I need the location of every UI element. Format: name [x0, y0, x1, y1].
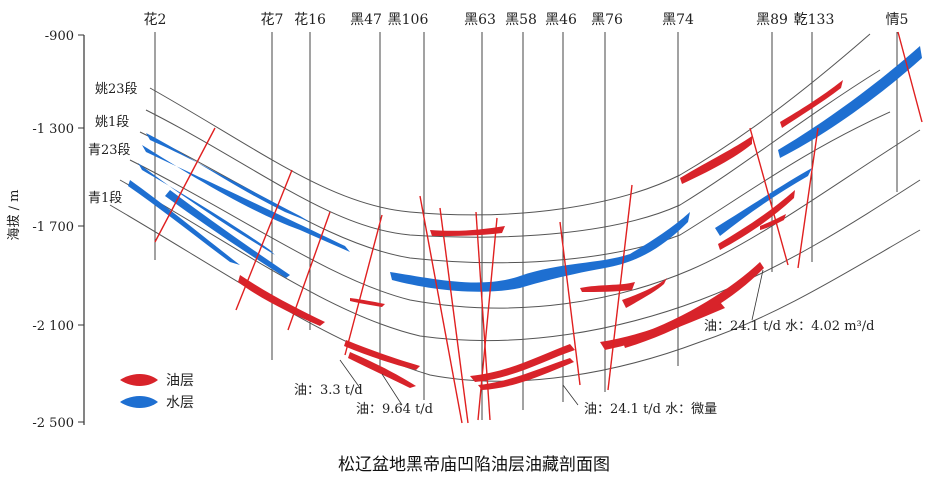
fault-line: [439, 207, 469, 424]
annotations: 油：3.3 t/d 油：9.64 t/d 油：24.1 t/d 水：微量 油：2…: [294, 319, 874, 417]
stratum-line: [129, 129, 921, 309]
well-label: 黑106: [388, 12, 429, 28]
fault-line: [607, 184, 633, 391]
oil-layer: [348, 352, 416, 388]
fault-line: [154, 127, 216, 243]
fault-line: [559, 221, 581, 386]
oil-layer: [780, 80, 843, 128]
well-label: 情5: [886, 12, 909, 28]
legend-oil-swatch: [120, 374, 158, 386]
fault-line: [419, 195, 463, 424]
fault-line: [475, 211, 491, 421]
well-label: 花2: [144, 12, 167, 28]
y-tick-label: -1 300: [32, 122, 74, 137]
well-labels: 花2 花7 花16 黑47 黑106 黑63 黑58 黑46 黑76 黑74 黑…: [144, 12, 909, 28]
fault-line: [235, 169, 293, 311]
annotation-leaders: [339, 269, 764, 406]
oil-layer: [680, 136, 752, 184]
legend-water-swatch: [120, 396, 158, 408]
annotation-text: 油：3.3 t/d: [294, 383, 363, 398]
fault-line: [287, 211, 331, 331]
oil-layer: [718, 190, 795, 250]
fault-line: [749, 127, 789, 266]
oil-layer: [622, 262, 764, 348]
faults: [154, 31, 923, 424]
stratum-line: [119, 179, 921, 342]
water-layer: [128, 180, 240, 265]
oil-layer: [238, 275, 325, 326]
well-label: 黑63: [464, 12, 496, 28]
figure-caption: 松辽盆地黑帝庙凹陷油层油藏剖面图: [338, 455, 610, 475]
well-label: 花7: [261, 12, 284, 28]
water-layer: [138, 163, 282, 262]
layer-label: 青1段: [88, 191, 122, 206]
well-label: 乾133: [794, 12, 835, 28]
fault-line: [897, 31, 923, 123]
well-lines: [154, 32, 898, 420]
stratum-line: [145, 69, 881, 238]
oil-layers: [238, 80, 843, 390]
stratum-line: [149, 33, 871, 216]
oil-layer: [622, 278, 667, 308]
water-layer: [146, 133, 310, 222]
oil-layer: [344, 340, 420, 370]
water-layer: [778, 46, 922, 158]
water-layer: [715, 168, 812, 236]
well-label: 黑74: [662, 12, 694, 28]
well-label: 黑76: [591, 12, 623, 28]
well-label: 黑58: [505, 12, 537, 28]
fault-line: [477, 217, 498, 421]
annotation-text: 油：24.1 t/d 水：微量: [584, 402, 717, 417]
annotation-text: 油：9.64 t/d: [356, 402, 433, 417]
well-label: 花16: [294, 12, 326, 28]
y-tick-label: -900: [45, 29, 74, 44]
oil-layer: [478, 358, 574, 390]
layer-labels: 姚23段 姚1段 青23段 青1段: [88, 82, 138, 206]
y-tick-label: -2 100: [32, 319, 74, 334]
oil-layer: [430, 226, 505, 236]
oil-layer: [470, 344, 575, 382]
y-axis: -900 -1 300 -1 700 -2 100 -2 500 海拔 / m: [7, 29, 85, 431]
fault-line: [797, 127, 819, 269]
fault-line: [344, 214, 383, 356]
y-tick-label: -1 700: [32, 220, 74, 235]
layer-label: 姚23段: [95, 82, 138, 97]
well-label: 黑46: [545, 12, 577, 28]
legend: 油层 水层: [120, 373, 194, 411]
y-tick-label: -2 500: [32, 416, 74, 431]
water-layers: [128, 46, 922, 292]
legend-oil-label: 油层: [166, 373, 194, 389]
oil-layer: [580, 282, 635, 292]
legend-water-label: 水层: [166, 395, 194, 411]
well-label: 黑47: [350, 12, 382, 28]
well-label: 黑89: [756, 12, 788, 28]
oil-layer: [760, 214, 786, 230]
water-layer: [390, 212, 690, 292]
stratum-line: [109, 204, 921, 382]
water-layer: [142, 145, 350, 252]
y-axis-label: 海拔 / m: [7, 190, 22, 241]
layer-label: 姚1段: [95, 115, 129, 130]
water-layer: [165, 190, 290, 278]
layer-label: 青23段: [88, 143, 131, 158]
annotation-text: 油：24.1 t/d 水：4.02 m³/d: [704, 319, 874, 334]
